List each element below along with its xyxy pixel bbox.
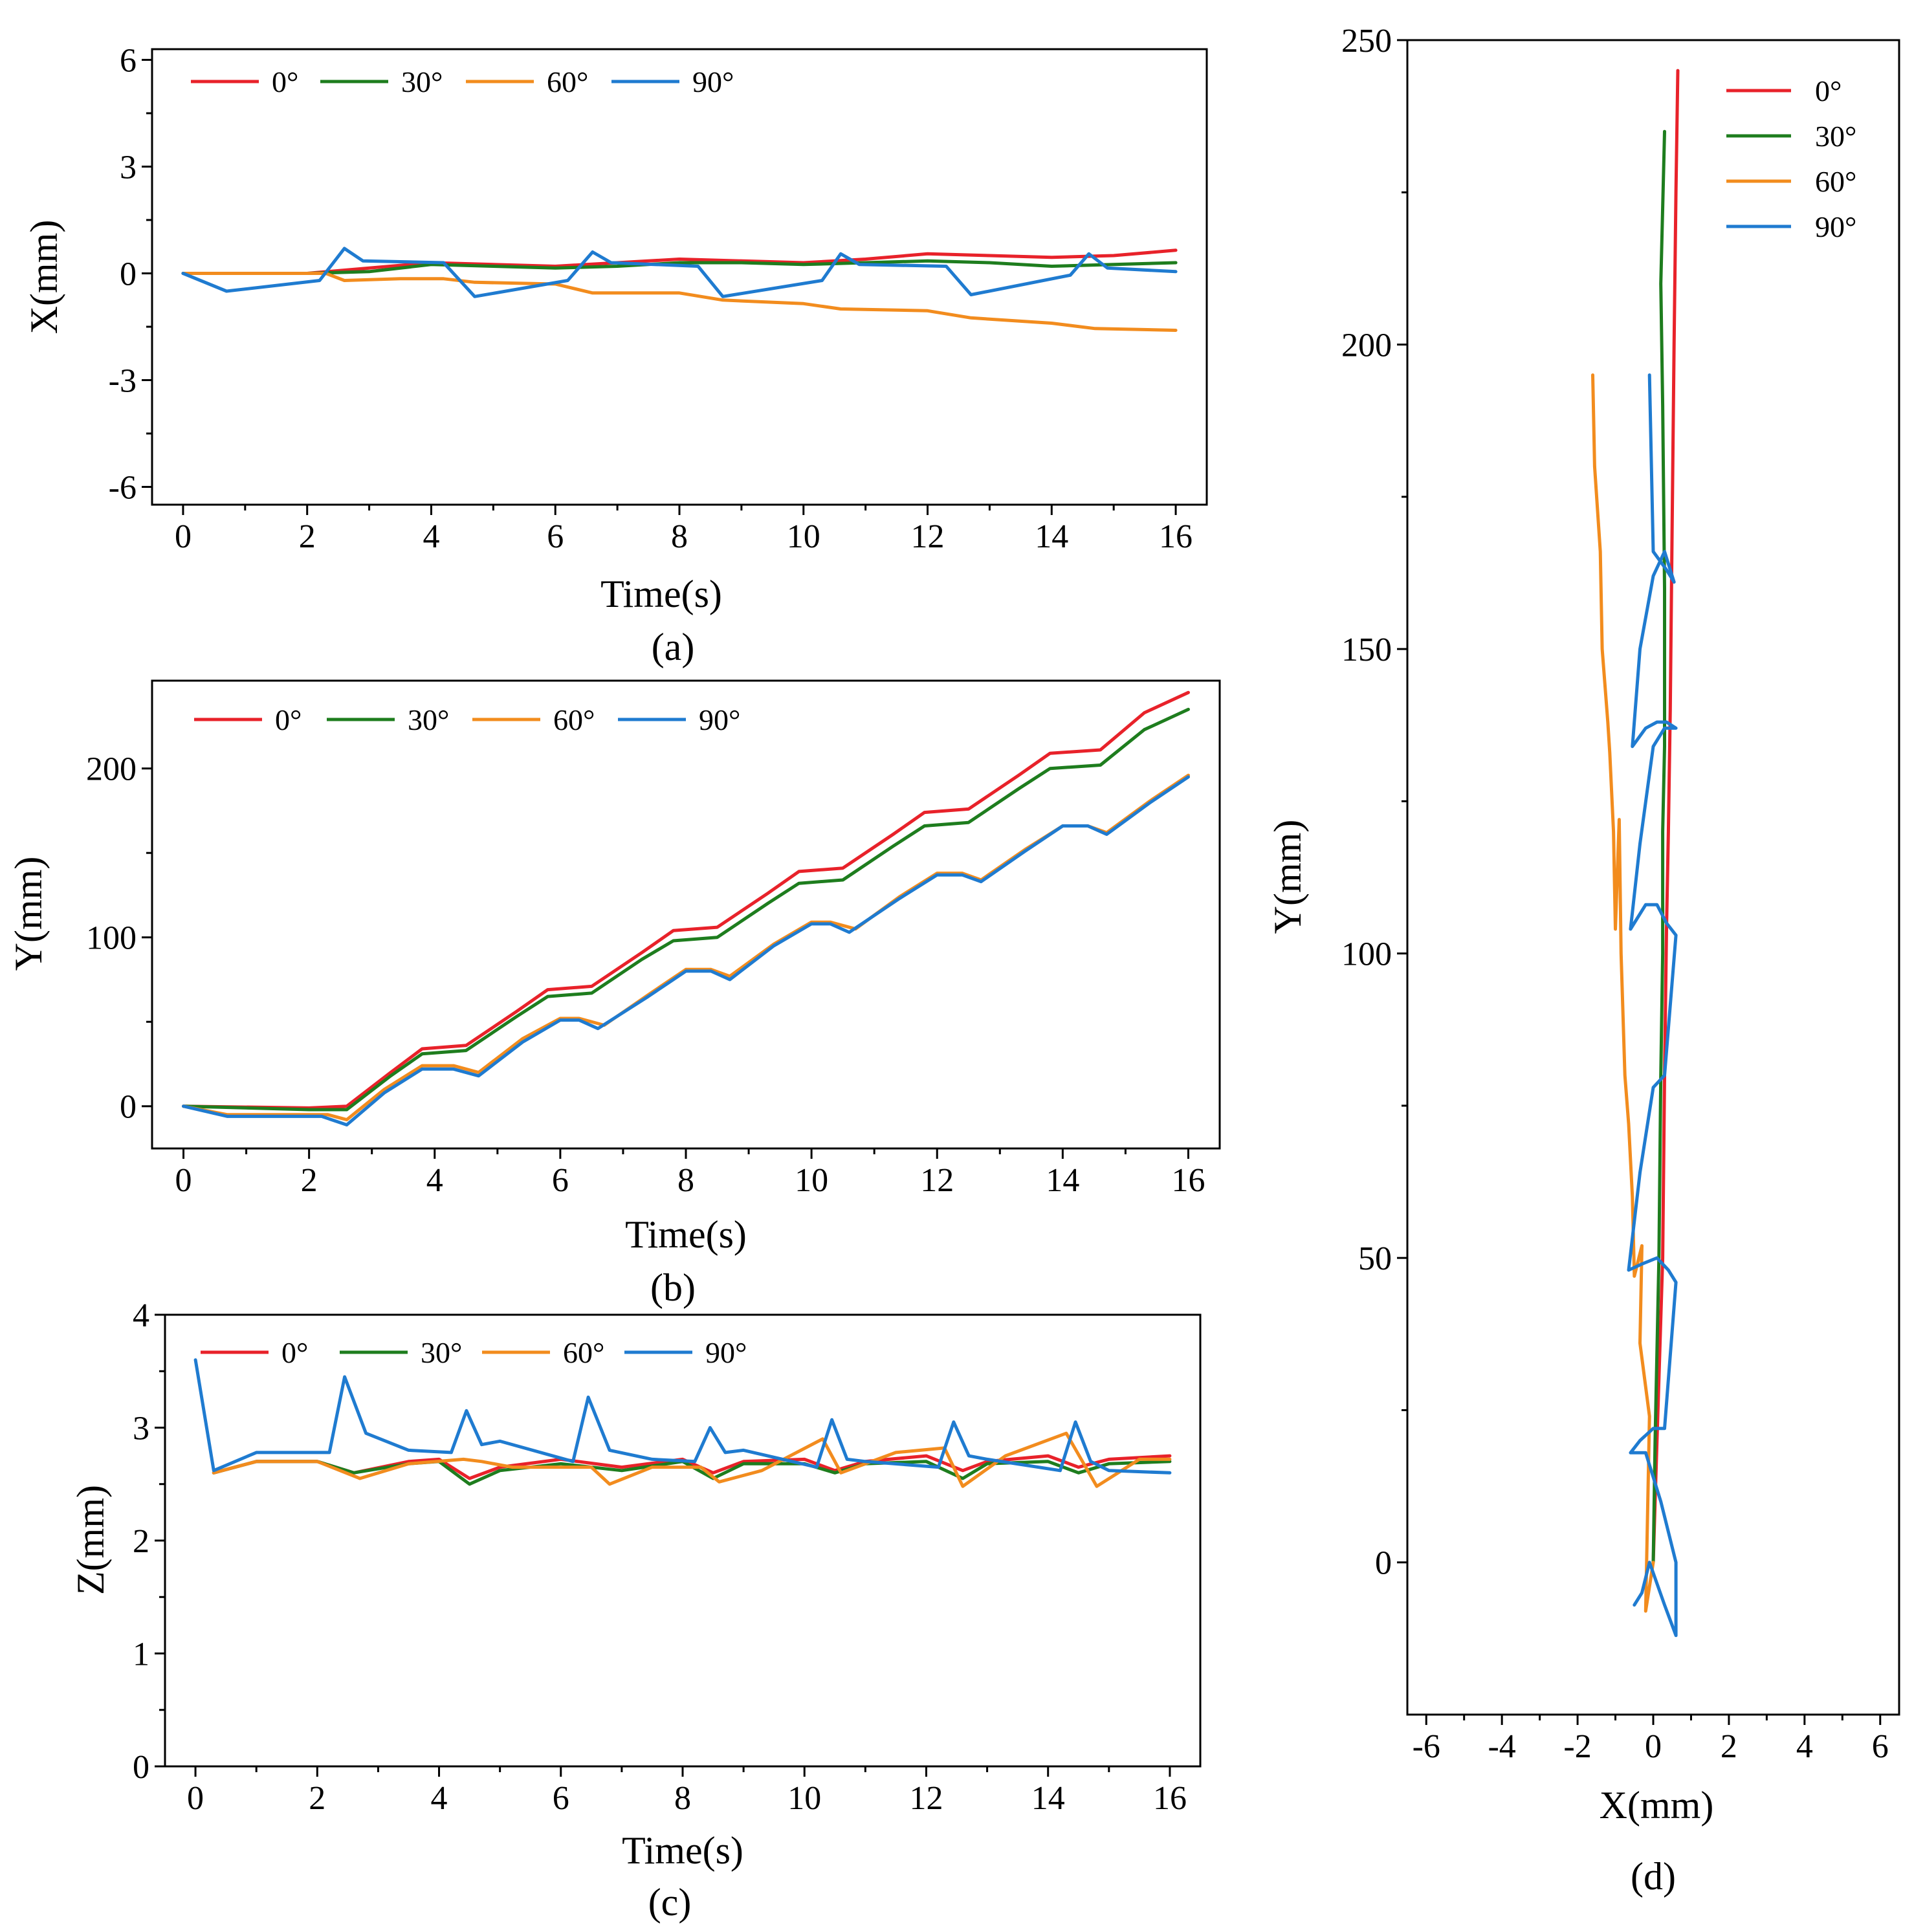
panel-label: (a) xyxy=(652,626,695,668)
x-tick-label: 2 xyxy=(299,518,316,555)
y-axis-label: Y(mm) xyxy=(7,857,50,971)
x-tick-label: 0 xyxy=(187,1780,204,1817)
legend-label: 90° xyxy=(1815,210,1856,243)
y-tick-label: 0 xyxy=(120,256,137,293)
y-tick-label: 4 xyxy=(133,1297,149,1334)
x-tick-label: 4 xyxy=(423,518,439,555)
legend-label: 60° xyxy=(547,65,588,98)
legend-label: 0° xyxy=(275,703,302,736)
y-tick-label: 100 xyxy=(86,920,137,957)
legend-label: 90° xyxy=(699,703,740,736)
legend-label: 0° xyxy=(281,1336,308,1369)
x-tick-label: 6 xyxy=(553,1780,569,1817)
y-tick-label: 200 xyxy=(1341,327,1392,364)
x-axis-label: X(mm) xyxy=(1600,1784,1714,1827)
legend-label: 30° xyxy=(408,703,449,736)
series-line-0deg xyxy=(182,690,1190,1110)
legend-label: 0° xyxy=(1815,74,1842,107)
y-tick-label: 200 xyxy=(86,751,137,788)
legend-label: 60° xyxy=(563,1336,604,1369)
y-tick-label: 0 xyxy=(120,1089,137,1126)
y-tick-label: 3 xyxy=(120,149,137,186)
panel-b: 0 2 4 6 8 10 12 14 16 0 100 200 Time(s) Y(mm) (b) 0° 30°… xyxy=(7,679,1221,1309)
legend-label: 30° xyxy=(1815,120,1856,153)
y-tick-label: 250 xyxy=(1341,23,1392,60)
series-line-60deg xyxy=(181,272,1178,332)
x-tick-label: 6 xyxy=(547,518,564,555)
legend-label: 30° xyxy=(401,65,443,98)
series-line-60deg xyxy=(1591,373,1655,1613)
x-tick-label: 0 xyxy=(1645,1728,1662,1765)
x-tick-label: 10 xyxy=(795,1162,828,1199)
x-tick-label: 10 xyxy=(787,518,820,555)
series-line-30deg xyxy=(1651,129,1666,1564)
y-axis-label: Y(mm) xyxy=(1266,820,1309,934)
x-tick-label: 14 xyxy=(1046,1162,1079,1199)
y-axis-label: X(mm) xyxy=(23,220,65,335)
y-tick-label: 3 xyxy=(133,1411,149,1447)
y-tick-label: 0 xyxy=(133,1749,149,1786)
legend-label: 90° xyxy=(705,1336,747,1369)
panel-d: -6 -4 -2 0 2 4 6 0 50 100 150 200 250 X(mm) Y(mm) (d) 0°… xyxy=(1266,23,1900,1898)
x-tick-label: 8 xyxy=(674,1780,691,1817)
y-tick-label: 50 xyxy=(1358,1240,1392,1277)
x-tick-label: 12 xyxy=(909,1780,943,1817)
y-tick-label: 1 xyxy=(133,1636,149,1673)
x-tick-label: -6 xyxy=(1413,1728,1440,1765)
x-axis-label: Time(s) xyxy=(625,1213,747,1256)
x-tick-label: 4 xyxy=(426,1162,443,1199)
series-line-90deg xyxy=(1627,373,1678,1638)
y-tick-label: -6 xyxy=(109,470,137,507)
x-tick-label: -2 xyxy=(1563,1728,1591,1765)
x-tick-label: 2 xyxy=(309,1780,325,1817)
y-tick-label: -3 xyxy=(109,363,137,400)
x-tick-label: -4 xyxy=(1488,1728,1515,1765)
x-tick-label: 10 xyxy=(787,1780,821,1817)
x-axis-label: Time(s) xyxy=(622,1829,743,1872)
x-tick-label: 6 xyxy=(552,1162,569,1199)
legend-label: 0° xyxy=(272,65,298,98)
panel-a: 0 2 4 6 8 10 12 14 16 -6 -3 0 3 6 Time(s) X(mm) (a) 0° 30°… xyxy=(23,43,1208,668)
series-line-60deg xyxy=(212,1431,1172,1488)
x-tick-label: 8 xyxy=(671,518,688,555)
x-tick-label: 4 xyxy=(1796,1728,1813,1765)
x-tick-label: 0 xyxy=(175,518,192,555)
y-tick-label: 100 xyxy=(1341,936,1392,973)
x-tick-label: 12 xyxy=(920,1162,954,1199)
x-tick-label: 2 xyxy=(1721,1728,1737,1765)
series-line-90deg xyxy=(182,775,1190,1126)
x-tick-label: 0 xyxy=(175,1162,192,1199)
x-tick-label: 8 xyxy=(677,1162,694,1199)
y-tick-label: 2 xyxy=(133,1523,149,1560)
x-tick-label: 16 xyxy=(1159,518,1193,555)
legend-label: 90° xyxy=(692,65,734,98)
legend-label: 60° xyxy=(1815,165,1856,198)
legend-label: 60° xyxy=(553,703,595,736)
series-line-0deg xyxy=(1651,69,1680,1564)
y-tick-label: 150 xyxy=(1341,631,1392,668)
series-line-30deg xyxy=(181,259,1178,275)
series-line-90deg xyxy=(181,247,1178,298)
y-axis-label: Z(mm) xyxy=(69,1485,112,1595)
x-tick-label: 12 xyxy=(911,518,945,555)
x-tick-label: 6 xyxy=(1872,1728,1889,1765)
series-line-30deg xyxy=(182,707,1190,1112)
x-tick-label: 16 xyxy=(1171,1162,1205,1199)
x-tick-label: 16 xyxy=(1153,1780,1187,1817)
x-tick-label: 14 xyxy=(1031,1780,1065,1817)
x-axis-label: Time(s) xyxy=(600,573,722,615)
legend-label: 30° xyxy=(421,1336,462,1369)
panel-label: (d) xyxy=(1631,1855,1676,1898)
panel-label: (b) xyxy=(650,1266,696,1309)
y-tick-label: 0 xyxy=(1375,1545,1392,1582)
x-tick-label: 4 xyxy=(431,1780,448,1817)
series-line-90deg xyxy=(193,1358,1172,1475)
panel-label: (c) xyxy=(648,1881,692,1924)
x-tick-label: 14 xyxy=(1035,518,1068,555)
x-tick-label: 2 xyxy=(301,1162,318,1199)
y-tick-label: 6 xyxy=(120,43,137,80)
